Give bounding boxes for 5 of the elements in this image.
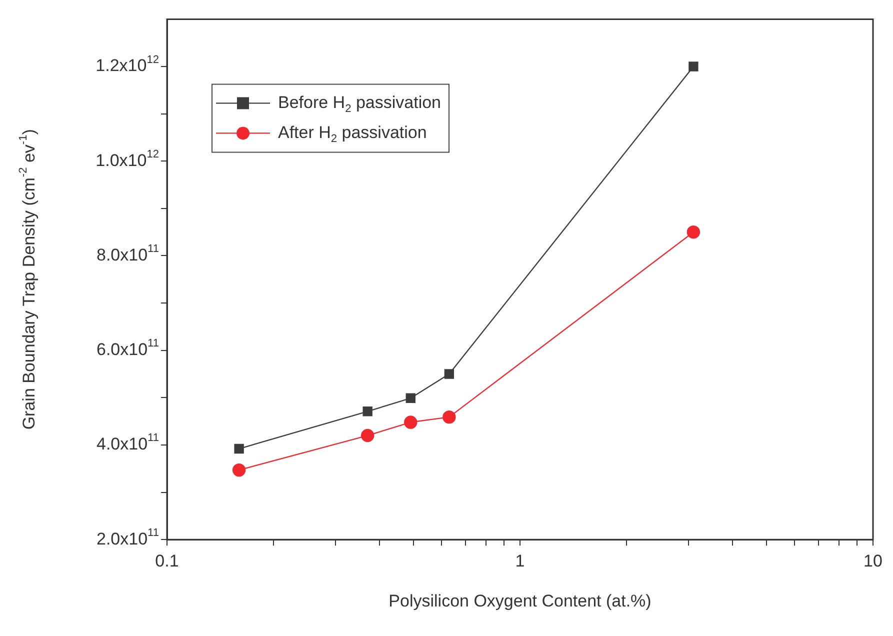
x-tick-label: 1 bbox=[515, 551, 525, 570]
x-tick-label: 10 bbox=[864, 551, 882, 570]
x-tick-label: 0.1 bbox=[155, 551, 179, 570]
y-axis-title: Grain Boundary Trap Density (cm-2 ev-1) bbox=[17, 129, 39, 430]
x-axis-title: Polysilicon Oxygent Content (at.%) bbox=[388, 591, 652, 610]
